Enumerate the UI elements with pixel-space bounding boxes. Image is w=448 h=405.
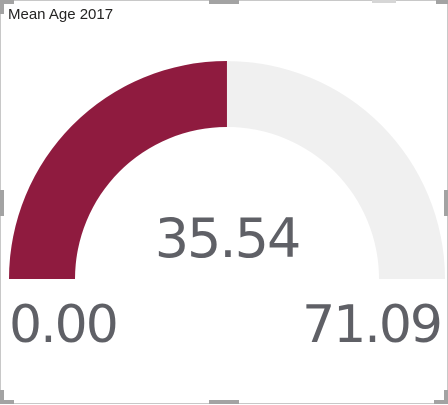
resize-handle-top-right[interactable] [436,0,448,4]
resize-handle-top[interactable] [209,0,239,4]
resize-handle-right[interactable] [444,190,448,216]
resize-handle-left[interactable] [0,190,4,216]
visual-header-edge [372,0,396,3]
gauge-value: 35.54 [154,207,302,270]
resize-handle-bottom-right[interactable] [434,400,448,404]
resize-handle-top-left-vertical[interactable] [0,0,4,14]
resize-handle-bottom-left[interactable] [0,400,14,404]
visual-title: Mean Age 2017 [8,6,114,23]
gauge-fill [9,61,227,280]
gauge-max-label: 71.09 [302,295,443,355]
resize-handle-bottom-right-vertical[interactable] [444,390,448,404]
resize-handle-top-left[interactable] [0,0,14,4]
gauge-min-label: 0.00 [9,295,119,355]
resize-handle-bottom[interactable] [209,400,239,404]
resize-handle-bottom-left-vertical[interactable] [0,390,4,404]
